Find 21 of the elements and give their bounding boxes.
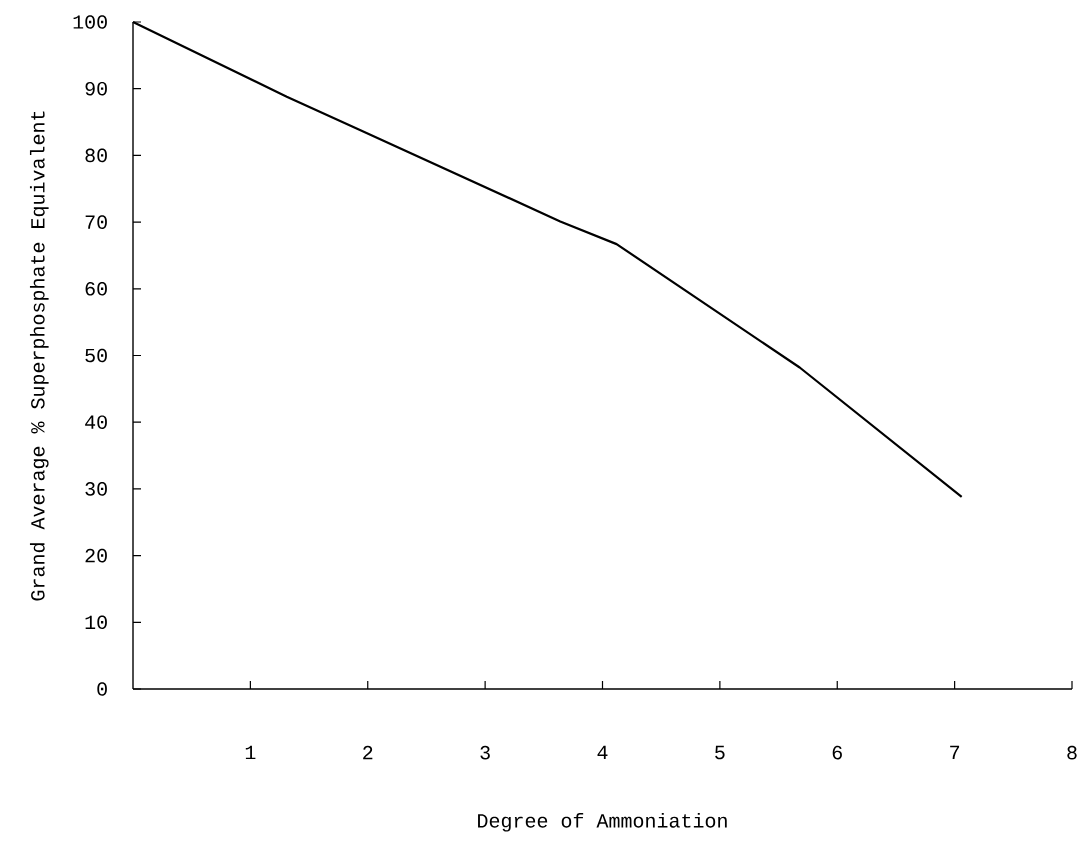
x-tick-label: 8 [1067,745,1077,760]
y-tick-label: 10 [85,615,107,630]
x-tick-label: 4 [597,745,608,760]
x-tick-label: 2 [363,745,373,760]
x-tick-label: 1 [245,745,256,760]
x-tick-label: 3 [480,745,490,760]
y-axis-title: Grand Average % Superphosphate Equivalent [29,111,49,601]
y-tick-label: 40 [85,415,107,429]
y-tick-label: 70 [85,215,107,229]
y-tick-label: 90 [85,81,107,96]
x-tick-label: 5 [715,745,725,760]
y-tick-label: 0 [97,682,107,696]
y-tick-label: 30 [85,482,107,496]
x-tick-label: 6 [832,745,842,760]
x-tick-label: 7 [950,745,960,760]
y-tick-label: 20 [85,548,107,563]
y-tick-label: 80 [85,148,107,163]
y-tick-label: 60 [85,282,107,296]
y-tick-label: 50 [85,348,107,363]
y-tick-label: 100 [73,15,107,29]
x-axis-title: Degree of Ammoniation [478,812,727,832]
